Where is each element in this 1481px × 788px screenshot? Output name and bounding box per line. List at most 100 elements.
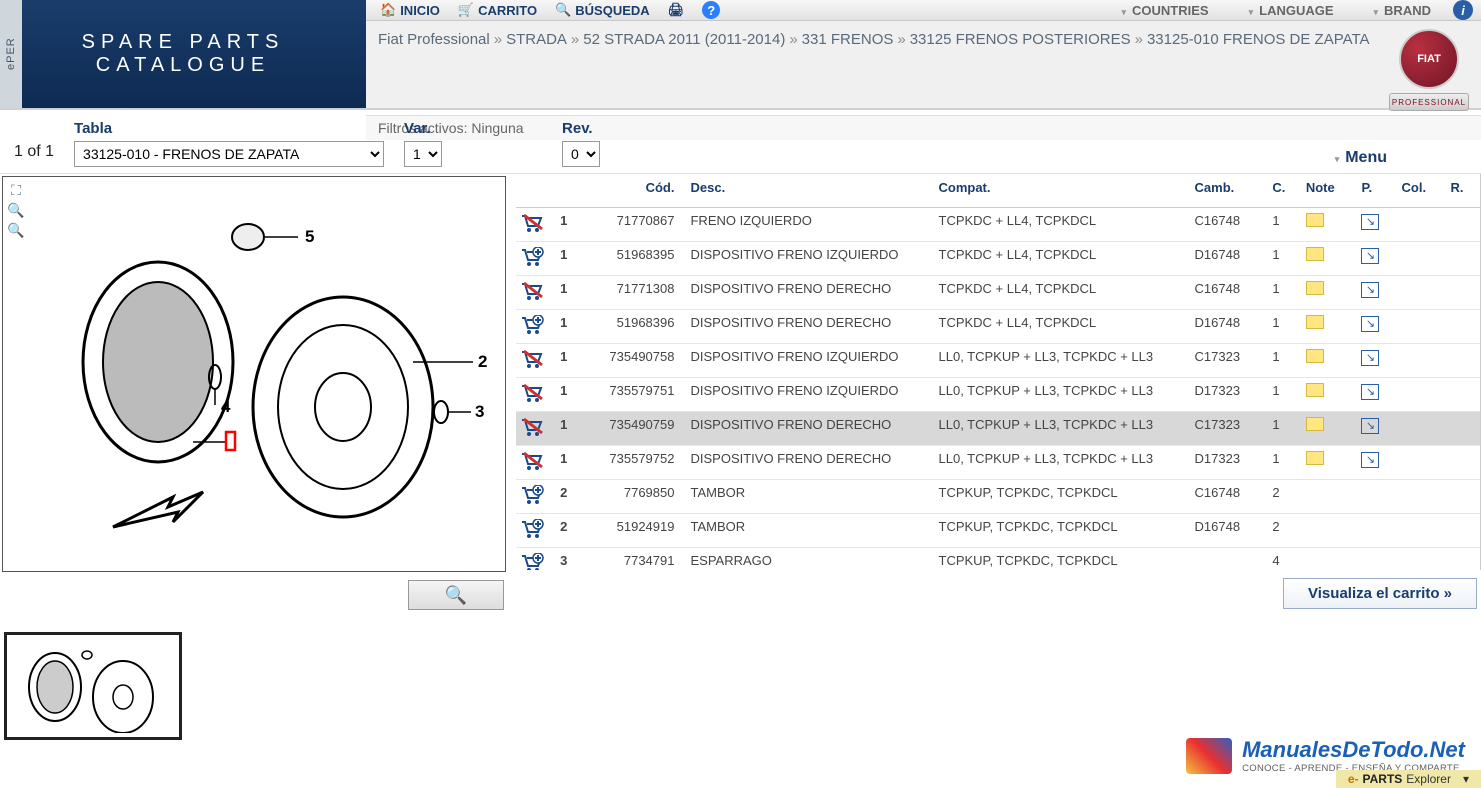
- note-icon[interactable]: [1306, 349, 1324, 363]
- breadcrumb-item[interactable]: Fiat Professional: [378, 31, 490, 48]
- cell-note[interactable]: [1302, 378, 1358, 412]
- info-icon[interactable]: i: [1453, 0, 1473, 20]
- col-c[interactable]: C.: [1268, 174, 1301, 208]
- cell-note[interactable]: [1302, 412, 1358, 446]
- cell-cod[interactable]: 735579751: [578, 378, 678, 412]
- note-icon[interactable]: [1306, 213, 1324, 227]
- cell-note[interactable]: [1302, 310, 1358, 344]
- cart-add-icon[interactable]: [520, 519, 544, 539]
- cell-note[interactable]: [1302, 276, 1358, 310]
- cart-unavailable-icon[interactable]: [520, 417, 544, 437]
- table-row[interactable]: 2 7769850 TAMBOR TCPKUP, TCPKDC, TCPKDCL…: [516, 480, 1480, 514]
- cell-cod[interactable]: 735490758: [578, 344, 678, 378]
- note-icon[interactable]: [1306, 315, 1324, 329]
- cell-p[interactable]: ↘: [1357, 276, 1397, 310]
- cell-p[interactable]: ↘: [1357, 242, 1397, 276]
- cell-cod[interactable]: 51968395: [578, 242, 678, 276]
- cart-add-icon[interactable]: [520, 247, 544, 267]
- cell-cod[interactable]: 735579752: [578, 446, 678, 480]
- fit-icon[interactable]: ⛶: [7, 181, 25, 199]
- thumbnail-1[interactable]: [4, 632, 182, 740]
- cell-cod[interactable]: 51968396: [578, 310, 678, 344]
- cart-add-icon[interactable]: [520, 315, 544, 335]
- side-tab[interactable]: ePER: [0, 0, 22, 108]
- chevron-down-icon[interactable]: ▾: [1463, 772, 1469, 786]
- p-icon[interactable]: ↘: [1361, 418, 1379, 434]
- cell-p[interactable]: ↘: [1357, 446, 1397, 480]
- nav-help[interactable]: ?: [696, 1, 726, 19]
- table-row[interactable]: 1 71771308 DISPOSITIVO FRENO DERECHO TCP…: [516, 276, 1480, 310]
- p-icon[interactable]: ↘: [1361, 248, 1379, 264]
- cart-unavailable-icon[interactable]: [520, 281, 544, 301]
- cell-note[interactable]: [1302, 548, 1358, 571]
- cell-cod[interactable]: 7734791: [578, 548, 678, 571]
- var-select[interactable]: 1: [404, 141, 442, 167]
- cell-cod[interactable]: 71771308: [578, 276, 678, 310]
- breadcrumb-item[interactable]: 33125 FRENOS POSTERIORES: [910, 31, 1131, 48]
- cell-note[interactable]: [1302, 344, 1358, 378]
- cell-note[interactable]: [1302, 208, 1358, 242]
- brand-dropdown[interactable]: BRAND: [1356, 3, 1449, 18]
- cell-p[interactable]: ↘: [1357, 310, 1397, 344]
- col-r[interactable]: R.: [1447, 174, 1481, 208]
- zoom-in-icon[interactable]: 🔍: [7, 201, 25, 219]
- cell-cod[interactable]: 735490759: [578, 412, 678, 446]
- countries-dropdown[interactable]: COUNTRIES: [1104, 3, 1227, 18]
- note-icon[interactable]: [1306, 247, 1324, 261]
- diagram-frame[interactable]: ⛶ 🔍 🔍 5 2 4 3: [2, 176, 506, 572]
- cell-p[interactable]: [1357, 480, 1397, 514]
- col-desc[interactable]: Desc.: [678, 174, 934, 208]
- p-icon[interactable]: ↘: [1361, 214, 1379, 230]
- cell-note[interactable]: [1302, 446, 1358, 480]
- table-row[interactable]: 2 51924919 TAMBOR TCPKUP, TCPKDC, TCPKDC…: [516, 514, 1480, 548]
- table-row[interactable]: 3 7734791 ESPARRAGO TCPKUP, TCPKDC, TCPK…: [516, 548, 1480, 571]
- table-row[interactable]: 1 735490759 DISPOSITIVO FRENO DERECHO LL…: [516, 412, 1480, 446]
- cell-cod[interactable]: 51924919: [578, 514, 678, 548]
- cart-unavailable-icon[interactable]: [520, 383, 544, 403]
- table-row[interactable]: 1 51968396 DISPOSITIVO FRENO DERECHO TCP…: [516, 310, 1480, 344]
- breadcrumb-item[interactable]: 52 STRADA 2011 (2011-2014): [583, 31, 785, 48]
- cart-unavailable-icon[interactable]: [520, 213, 544, 233]
- cell-note[interactable]: [1302, 242, 1358, 276]
- language-dropdown[interactable]: LANGUAGE: [1231, 3, 1352, 18]
- cart-add-icon[interactable]: [520, 485, 544, 505]
- note-icon[interactable]: [1306, 281, 1324, 295]
- diagram-search-button[interactable]: 🔍: [408, 580, 504, 610]
- p-icon[interactable]: ↘: [1361, 282, 1379, 298]
- p-icon[interactable]: ↘: [1361, 452, 1379, 468]
- note-icon[interactable]: [1306, 417, 1324, 431]
- col-compat[interactable]: Compat.: [935, 174, 1191, 208]
- rev-select[interactable]: 0: [562, 141, 600, 167]
- p-icon[interactable]: ↘: [1361, 384, 1379, 400]
- view-cart-button[interactable]: Visualiza el carrito »: [1283, 578, 1477, 609]
- cart-unavailable-icon[interactable]: [520, 349, 544, 369]
- breadcrumb-item[interactable]: 331 FRENOS: [802, 31, 894, 48]
- p-icon[interactable]: ↘: [1361, 350, 1379, 366]
- note-icon[interactable]: [1306, 383, 1324, 397]
- col-cod[interactable]: Cód.: [578, 174, 678, 208]
- table-row[interactable]: 1 71770867 FRENO IZQUIERDO TCPKDC + LL4,…: [516, 208, 1480, 242]
- table-row[interactable]: 1 735490758 DISPOSITIVO FRENO IZQUIERDO …: [516, 344, 1480, 378]
- breadcrumb[interactable]: Fiat Professional»STRADA»52 STRADA 2011 …: [378, 29, 1381, 52]
- tabla-select[interactable]: 33125-010 - FRENOS DE ZAPATA: [74, 141, 384, 167]
- col-camb[interactable]: Camb.: [1191, 174, 1269, 208]
- cell-p[interactable]: [1357, 514, 1397, 548]
- col-note[interactable]: Note: [1302, 174, 1358, 208]
- table-row[interactable]: 1 735579751 DISPOSITIVO FRENO IZQUIERDO …: [516, 378, 1480, 412]
- nav-busqueda[interactable]: 🔍BÚSQUEDA: [549, 2, 656, 18]
- cell-cod[interactable]: 71770867: [578, 208, 678, 242]
- nav-inicio[interactable]: 🏠INICIO: [374, 2, 446, 18]
- p-icon[interactable]: ↘: [1361, 316, 1379, 332]
- cart-unavailable-icon[interactable]: [520, 451, 544, 471]
- cell-cod[interactable]: 7769850: [578, 480, 678, 514]
- menu-dropdown[interactable]: Menu: [1335, 149, 1467, 167]
- col-p[interactable]: P.: [1357, 174, 1397, 208]
- col-col[interactable]: Col.: [1398, 174, 1447, 208]
- cell-p[interactable]: ↘: [1357, 344, 1397, 378]
- table-row[interactable]: 1 735579752 DISPOSITIVO FRENO DERECHO LL…: [516, 446, 1480, 480]
- zoom-out-icon[interactable]: 🔍: [7, 221, 25, 239]
- cart-add-icon[interactable]: [520, 553, 544, 570]
- cell-p[interactable]: ↘: [1357, 378, 1397, 412]
- note-icon[interactable]: [1306, 451, 1324, 465]
- cell-note[interactable]: [1302, 480, 1358, 514]
